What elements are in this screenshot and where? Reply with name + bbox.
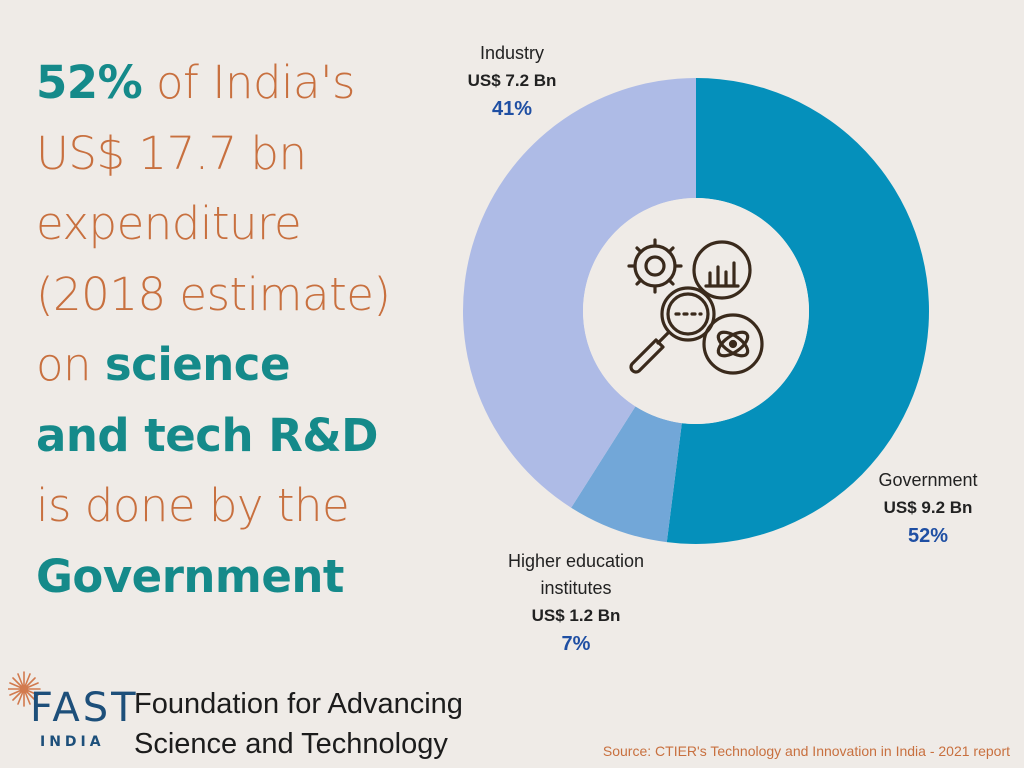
headline-line-5: on science xyxy=(36,338,291,391)
slice-higher-education xyxy=(571,406,682,543)
headline-line-7: is done by the xyxy=(36,479,350,532)
slice-industry xyxy=(462,78,696,508)
source-note: Source: CTIER's Technology and Innovatio… xyxy=(602,743,1010,759)
headline-line-6: and tech R&D xyxy=(36,408,378,462)
headline-line-4: (2018 estimate) xyxy=(36,267,391,321)
donut-chart xyxy=(462,78,930,544)
logo-fast-wordmark: FAST xyxy=(30,685,139,731)
headline-line-8: Government xyxy=(36,549,344,603)
headline: 52% of India's US$ 17.7 bn expenditure (… xyxy=(36,48,456,612)
higher-education-label: Higher education institutes US$ 1.2 Bn 7… xyxy=(507,551,645,655)
organization-name: Foundation for Advancing Science and Tec… xyxy=(134,688,463,760)
headline-line-3: expenditure xyxy=(36,197,302,250)
headline-line-1: 52% of India's xyxy=(36,56,355,109)
sparkle-logo-icon xyxy=(8,671,41,707)
industry-label: Industry US$ 7.2 Bn 41% xyxy=(467,43,557,120)
research-analysis-icon xyxy=(627,238,764,375)
government-label: Government US$ 9.2 Bn 52% xyxy=(878,470,978,547)
headline-line-2: US$ 17.7 bn xyxy=(36,126,307,180)
slice-government xyxy=(666,78,930,544)
donut-hole xyxy=(583,198,809,424)
logo-india-wordmark: INDIA xyxy=(40,734,105,750)
